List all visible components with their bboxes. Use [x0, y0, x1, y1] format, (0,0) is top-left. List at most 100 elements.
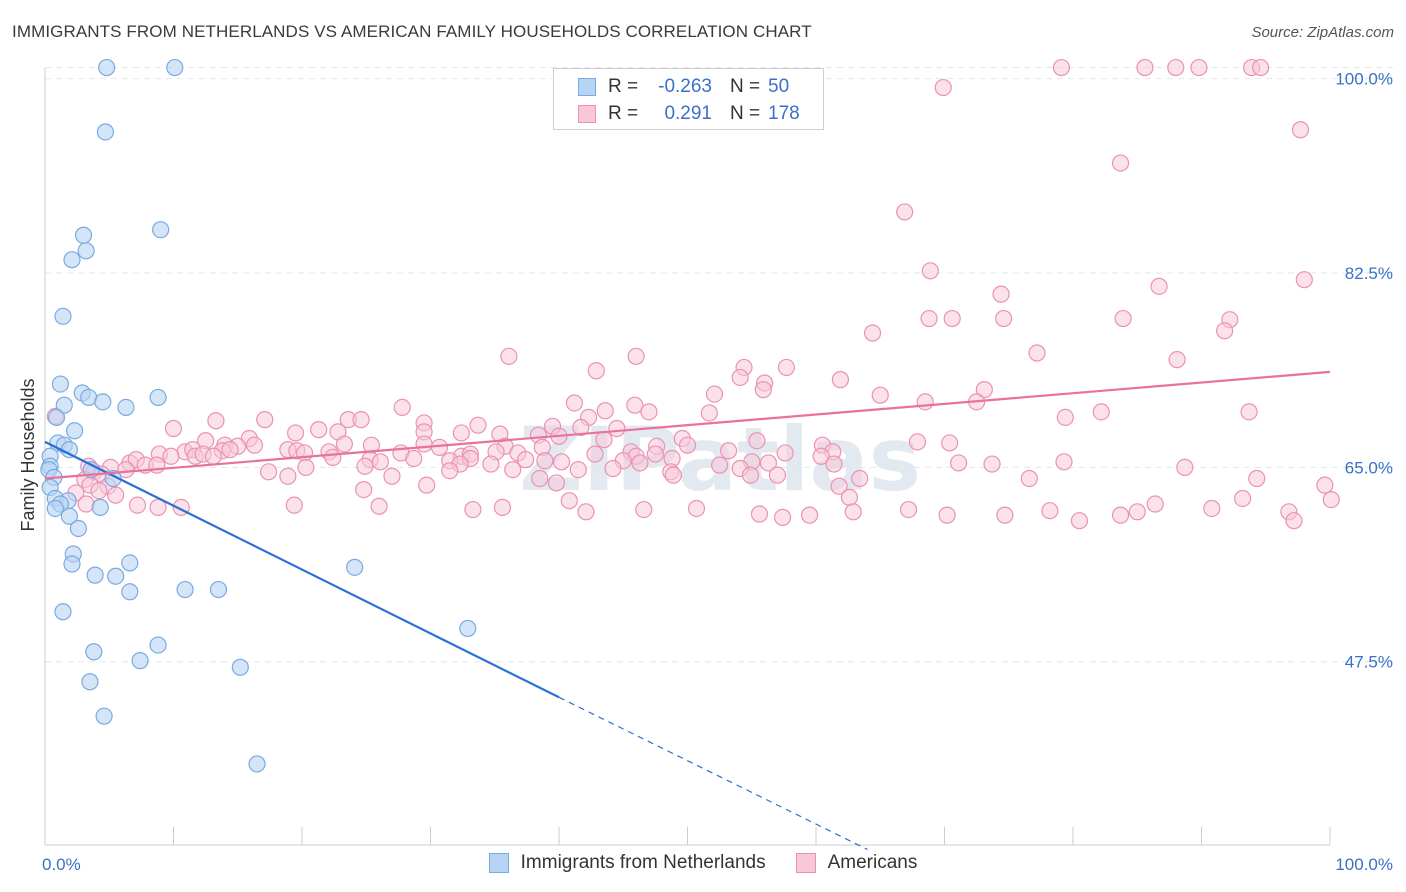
americans-point	[604, 459, 622, 478]
americans-point	[279, 467, 297, 485]
americans-point	[996, 506, 1014, 524]
americans-point	[256, 411, 274, 429]
americans-point	[871, 386, 889, 404]
americans-point	[482, 455, 500, 473]
y-tick-label: 100.0%	[1335, 70, 1393, 89]
americans-point	[635, 500, 653, 519]
americans-point	[355, 480, 373, 499]
netherlands-point	[131, 652, 149, 670]
americans-point	[1136, 58, 1154, 77]
y-tick-label: 82.5%	[1345, 264, 1393, 283]
americans-point	[1234, 489, 1252, 508]
legend-item-netherlands[interactable]: Immigrants from Netherlands	[488, 852, 766, 874]
americans-point	[1176, 458, 1194, 476]
americans-point	[77, 495, 95, 513]
americans-point	[310, 421, 328, 439]
americans-point	[586, 445, 604, 463]
netherlands-point	[69, 519, 88, 538]
americans-point	[1041, 502, 1059, 520]
americans-point	[405, 449, 423, 468]
netherlands-point	[149, 636, 167, 654]
netherlands-point	[121, 583, 139, 601]
americans-point	[1114, 309, 1132, 328]
americans-point	[1055, 453, 1073, 471]
netherlands-point	[98, 58, 116, 77]
americans-point	[992, 285, 1010, 303]
americans-point	[565, 394, 584, 412]
americans-point	[711, 456, 729, 474]
americans-point	[469, 416, 487, 434]
americans-point	[831, 371, 850, 389]
americans-point	[825, 455, 843, 473]
americans-point	[800, 506, 819, 524]
americans-point	[626, 396, 644, 414]
americans-point	[851, 469, 869, 488]
americans-point	[938, 506, 956, 524]
netherlands-point	[176, 580, 194, 599]
netherlands-point	[96, 123, 114, 141]
americans-point	[664, 466, 682, 484]
chart-title: IMMIGRANTS FROM NETHERLANDS VS AMERICAN …	[12, 22, 812, 41]
americans-point	[1111, 506, 1130, 524]
netherlands-point	[46, 499, 64, 518]
netherlands-point	[346, 558, 364, 576]
netherlands-point	[149, 388, 167, 407]
gridlines	[45, 67, 1393, 663]
americans-point	[1216, 322, 1234, 340]
legend-swatch-pink	[795, 853, 816, 873]
legend-swatch-pink	[578, 105, 596, 123]
americans-point	[1203, 499, 1221, 518]
americans-point	[705, 385, 724, 403]
americans-point	[164, 419, 183, 438]
netherlands-point	[231, 658, 249, 676]
americans-point	[107, 486, 125, 504]
americans-point	[162, 447, 180, 465]
americans-point	[587, 362, 605, 380]
americans-point	[245, 436, 264, 454]
legend-label-americans: Americans	[827, 852, 918, 873]
americans-point	[596, 402, 614, 420]
americans-point	[640, 403, 658, 421]
netherlands-point	[121, 554, 139, 572]
americans-point	[627, 347, 645, 365]
americans-point	[720, 442, 738, 460]
x-tick-label: 0.0%	[42, 855, 81, 874]
americans-point	[1092, 403, 1110, 421]
americans-point	[908, 433, 927, 451]
netherlands-point	[63, 555, 81, 573]
trend-lines	[44, 370, 1331, 850]
americans-point	[1252, 58, 1270, 77]
americans-point	[393, 398, 411, 417]
americans-point	[748, 432, 766, 450]
americans-point	[128, 496, 147, 514]
americans-point	[552, 453, 571, 471]
americans-point	[504, 461, 522, 479]
legend-item-americans[interactable]: Americans	[795, 852, 918, 874]
correlation-legend: R = -0.263 N = 50 R = 0.291 N = 178	[553, 68, 824, 130]
netherlands-point	[117, 398, 135, 417]
americans-point	[295, 444, 314, 462]
americans-point	[950, 454, 968, 472]
americans-point	[687, 499, 706, 518]
americans-point	[863, 324, 882, 342]
netherlands-trend-line	[44, 440, 560, 699]
americans-point	[995, 309, 1013, 328]
americans-point	[430, 438, 449, 456]
americans-point	[371, 453, 389, 471]
americans-point	[899, 500, 918, 519]
americans-point	[1322, 490, 1340, 509]
legend-r-label: R =	[608, 76, 639, 97]
legend-n-value: 178	[768, 103, 800, 124]
americans-point	[731, 368, 749, 387]
americans-point	[452, 424, 470, 442]
y-axis-label: Family Households	[18, 378, 38, 531]
americans-point	[1295, 271, 1313, 289]
americans-point	[777, 358, 796, 377]
americans-point	[1167, 58, 1185, 77]
americans-point	[975, 381, 993, 399]
americans-trend-line	[44, 370, 1331, 480]
americans-point	[441, 462, 459, 480]
netherlands-point	[91, 498, 109, 516]
americans-point	[1028, 344, 1046, 362]
